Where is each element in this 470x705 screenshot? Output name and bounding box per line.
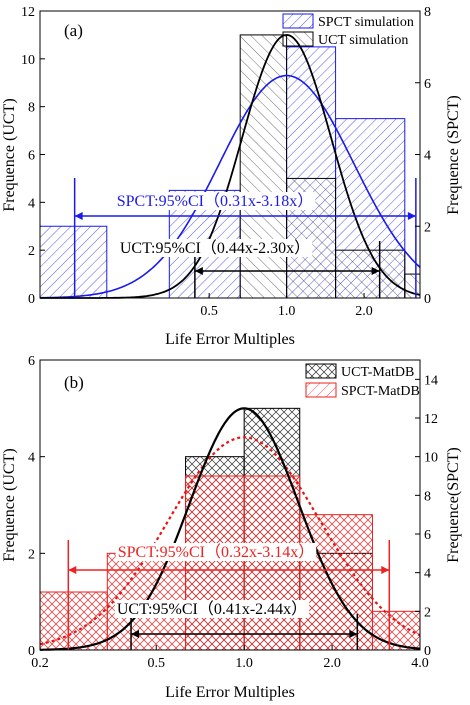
fit-curve-0 bbox=[40, 74, 421, 299]
bar-spct-matdb bbox=[243, 475, 301, 651]
panel-a-ci: SPCT:95%CI（0.31x-3.18x） UCT:95%CI（0.44x-2… bbox=[73, 178, 417, 298]
x-tick-label: 0.5 bbox=[200, 304, 218, 319]
y-right-tick-label: 6 bbox=[424, 77, 431, 92]
ci-label-bg-0 bbox=[115, 543, 317, 561]
ci-label-0: SPCT:95%CI（0.32x-3.14x） bbox=[118, 543, 315, 561]
panel-b-label: (b) bbox=[64, 373, 84, 392]
y-right-tick-label: 0 bbox=[424, 292, 431, 307]
ci-arrow-right-0 bbox=[407, 212, 416, 220]
panel-a-ticks: 0.5 1.0 2.0 0 2 4 6 8 10 12 0 2 4 6 8 bbox=[21, 5, 431, 319]
panel-a-xlabel: Life Error Multiples bbox=[165, 331, 295, 348]
panel-a-bars bbox=[39, 34, 421, 299]
panel-a-label: (a) bbox=[64, 21, 83, 40]
bar-spct-matdb bbox=[39, 591, 108, 651]
y-right-tick-label: 0 bbox=[424, 644, 431, 659]
legend-label-uct-simulation: UCT simulation bbox=[318, 33, 408, 48]
bar-spct-matdb bbox=[371, 610, 421, 651]
y-right-tick-label: 10 bbox=[424, 451, 438, 466]
y-left-tick-label: 0 bbox=[28, 292, 35, 307]
y-left-tick-label: 6 bbox=[28, 354, 35, 369]
y-right-tick-label: 14 bbox=[424, 373, 438, 388]
legend-swatch-uct-matdb bbox=[305, 363, 337, 379]
y-left-tick-label: 4 bbox=[28, 451, 35, 466]
panel-b-ci: SPCT:95%CI（0.32x-3.14x） UCT:95%CI（0.41x-2… bbox=[67, 540, 391, 650]
x-tick-label: 1.0 bbox=[278, 304, 296, 319]
ci-label-bg-1 bbox=[114, 600, 310, 618]
panel-b-ylabel-left: Frequence (UCT) bbox=[1, 448, 18, 561]
ci-label-1: UCT:95%CI（0.44x-2.30x） bbox=[120, 239, 310, 257]
ci-arrow-right-1 bbox=[349, 630, 358, 638]
y-right-tick-label: 8 bbox=[424, 489, 431, 504]
legend-label-spct-simulation: SPCT simulation bbox=[318, 15, 414, 30]
panel-b-ylabel-right: Frequence(SPCT) bbox=[445, 447, 462, 563]
panel-a-ylabel-right: Frequence (SPCT) bbox=[445, 95, 462, 215]
panel-a-ylabel-left: Frequence (UCT) bbox=[1, 98, 18, 211]
ci-arrow-right-1 bbox=[371, 267, 380, 275]
y-left-tick-label: 6 bbox=[28, 149, 35, 164]
x-tick-label: 2.0 bbox=[323, 656, 341, 671]
y-left-tick-label: 0 bbox=[28, 644, 35, 659]
legend-label-uct-matdb: UCT-MatDB bbox=[341, 365, 414, 380]
y-left-tick-label: 10 bbox=[21, 53, 35, 68]
ci-label-bg-0 bbox=[114, 192, 316, 210]
y-left-tick-label: 2 bbox=[28, 547, 35, 562]
x-tick-label: 4.0 bbox=[411, 656, 429, 671]
bar-spct-simulation bbox=[39, 225, 108, 299]
y-left-tick-label: 8 bbox=[28, 101, 35, 116]
ci-arrow-left-1 bbox=[194, 267, 203, 275]
panel-b-frame bbox=[39, 359, 421, 651]
ci-arrow-left-0 bbox=[74, 212, 83, 220]
y-right-tick-label: 4 bbox=[424, 567, 431, 582]
y-right-tick-label: 12 bbox=[424, 412, 438, 427]
ci-label-1: UCT:95%CI（0.41x-2.44x） bbox=[117, 600, 307, 618]
panel-b-xlabel: Life Error Multiples bbox=[165, 684, 295, 701]
x-tick-label: 0.5 bbox=[147, 656, 165, 671]
ci-arrow-left-0 bbox=[68, 566, 77, 574]
y-right-tick-label: 2 bbox=[424, 605, 431, 620]
fit-curve-0 bbox=[39, 436, 421, 646]
y-left-tick-label: 12 bbox=[21, 5, 35, 20]
y-right-tick-label: 6 bbox=[424, 528, 431, 543]
x-tick-label: 0.2 bbox=[31, 656, 49, 671]
panel-b: SPCT:95%CI（0.32x-3.14x） UCT:95%CI（0.41x-2… bbox=[1, 354, 462, 701]
ci-arrow-left-1 bbox=[131, 630, 140, 638]
ci-arrow-right-0 bbox=[381, 566, 390, 574]
legend-swatch-spct-matdb bbox=[305, 382, 337, 398]
y-left-tick-label: 2 bbox=[28, 244, 35, 259]
y-left-tick-label: 4 bbox=[28, 196, 35, 211]
x-tick-label: 1.0 bbox=[235, 656, 253, 671]
panel-a: SPCT:95%CI（0.31x-3.18x） UCT:95%CI（0.44x-2… bbox=[1, 5, 462, 348]
bar-uct-simulation bbox=[335, 249, 406, 299]
panel-b-legend: UCT-MatDB SPCT-MatDB bbox=[305, 363, 420, 399]
legend-swatch-uct-simulation bbox=[282, 31, 314, 47]
ci-label-0: SPCT:95%CI（0.31x-3.18x） bbox=[117, 192, 314, 210]
y-right-tick-label: 4 bbox=[424, 149, 431, 164]
legend-label-spct-matdb: SPCT-MatDB bbox=[341, 384, 420, 399]
bar-uct-simulation bbox=[239, 34, 288, 299]
ci-label-bg-1 bbox=[117, 239, 313, 257]
y-right-tick-label: 8 bbox=[424, 5, 431, 20]
legend-swatch-spct-simulation bbox=[282, 13, 314, 29]
y-right-tick-label: 2 bbox=[424, 220, 431, 235]
bar-spct-matdb bbox=[185, 475, 245, 651]
panel-a-legend: SPCT simulation UCT simulation bbox=[282, 13, 414, 48]
x-tick-label: 2.0 bbox=[355, 304, 373, 319]
